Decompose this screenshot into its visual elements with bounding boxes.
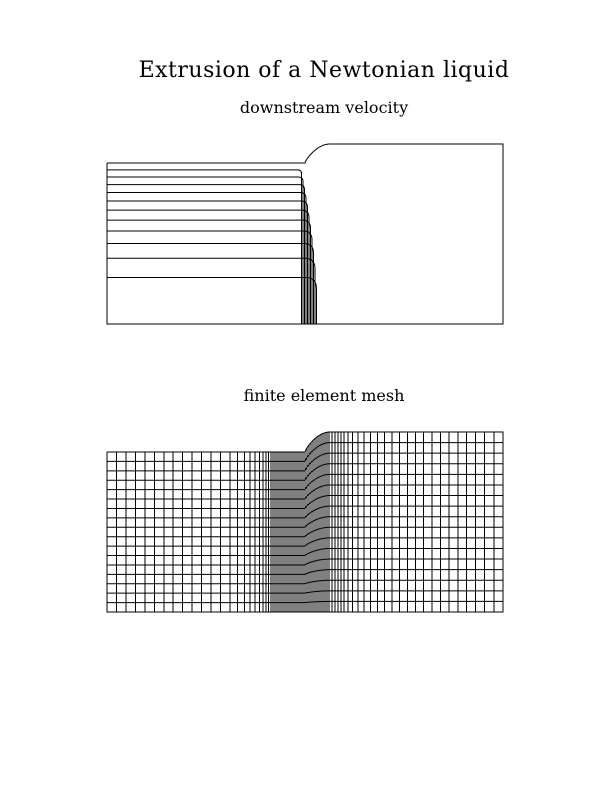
mesh-horizontal-line	[107, 473, 503, 491]
mesh-domain-outline	[106, 431, 504, 613]
velocity-contour-line	[107, 230, 313, 324]
velocity-contour-line	[107, 192, 307, 324]
mesh-horizontal-line	[107, 569, 503, 575]
velocity-contour-line	[107, 277, 317, 324]
velocity-contour-line	[107, 257, 316, 324]
mesh-grid-lines	[106, 432, 504, 612]
velocity-contour-line	[107, 176, 304, 324]
mesh-horizontal-line	[107, 484, 503, 500]
velocity-domain-outline	[106, 143, 504, 325]
mesh-horizontal-line	[107, 547, 503, 557]
mesh-horizontal-line	[107, 516, 503, 528]
mesh-horizontal-line	[107, 579, 503, 585]
velocity-contour-lines	[107, 169, 317, 324]
mesh-horizontal-line	[107, 537, 503, 547]
mesh-horizontal-line	[107, 442, 503, 462]
mesh-horizontal-line	[107, 558, 503, 566]
mesh-horizontal-line	[107, 526, 503, 538]
page-title: Extrusion of a Newtonian liquid	[138, 58, 510, 83]
mesh-plot-title: finite element mesh	[243, 386, 405, 405]
mesh-horizontal-line	[107, 505, 503, 519]
mesh-horizontal-line	[107, 452, 503, 472]
mesh-horizontal-line	[107, 600, 503, 604]
mesh-horizontal-line	[107, 495, 503, 509]
mesh-horizontal-line	[107, 590, 503, 594]
velocity-plot-title: downstream velocity	[239, 98, 409, 117]
velocity-contour-line	[107, 169, 302, 324]
velocity-contour-line	[107, 209, 310, 324]
mesh-horizontal-line	[107, 463, 503, 481]
velocity-contour-line	[107, 200, 308, 324]
velocity-contour-line	[107, 219, 311, 324]
velocity-contour-line	[107, 184, 305, 324]
velocity-contour-line	[107, 243, 314, 324]
